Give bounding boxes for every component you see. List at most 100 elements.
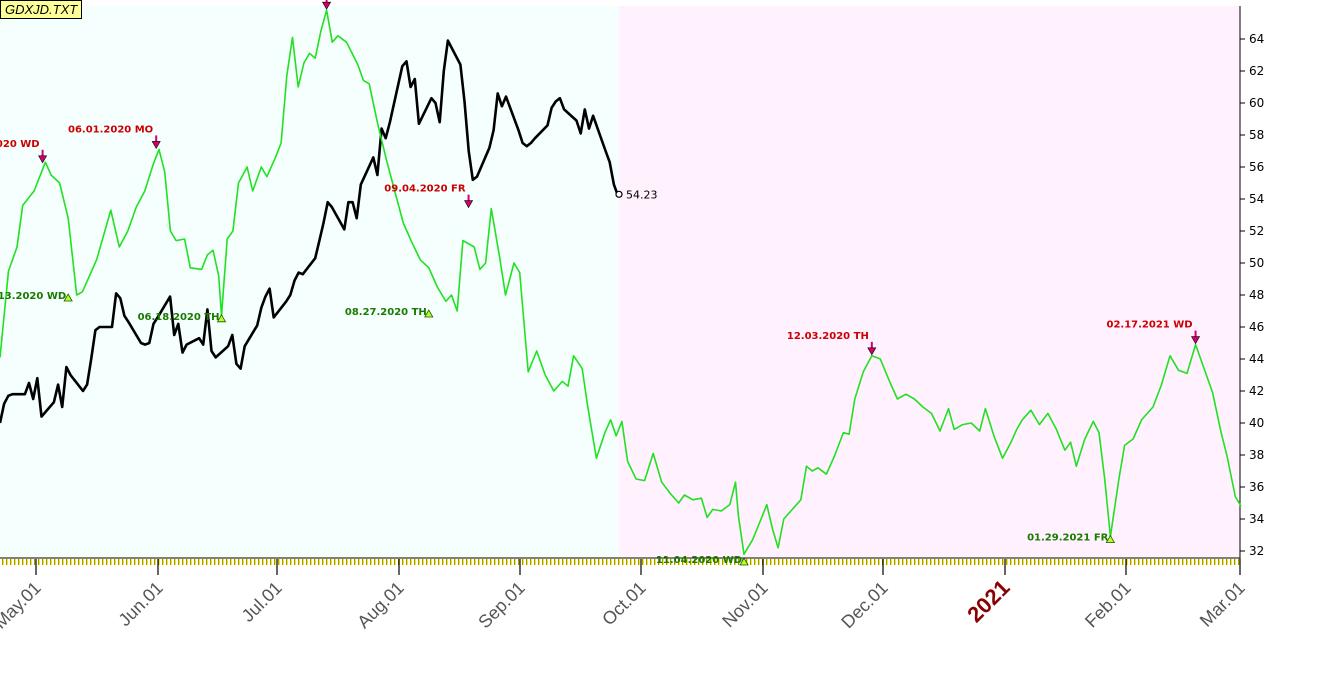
- x-minor-tick: [786, 559, 788, 565]
- x-minor-tick: [1038, 559, 1040, 565]
- x-minor-tick: [342, 559, 344, 565]
- x-minor-tick: [1098, 559, 1100, 565]
- x-minor-tick: [618, 559, 620, 565]
- x-minor-tick: [1142, 559, 1144, 565]
- x-minor-tick: [458, 559, 460, 565]
- x-minor-tick: [734, 559, 736, 565]
- x-minor-tick: [62, 559, 64, 565]
- top-turn-label: 6.2020 WD: [0, 139, 40, 150]
- bottom-turn-label: 11.04.2020 WD: [656, 555, 742, 566]
- x-minor-tick: [682, 559, 684, 565]
- y-tick-label: 56: [1249, 160, 1264, 174]
- x-minor-tick: [562, 559, 564, 565]
- x-minor-tick: [414, 559, 416, 565]
- x-minor-tick: [358, 559, 360, 565]
- x-minor-tick: [1054, 559, 1056, 565]
- x-minor-tick: [822, 559, 824, 565]
- x-minor-tick: [914, 559, 916, 565]
- x-minor-tick: [46, 559, 48, 565]
- x-minor-tick: [30, 559, 32, 565]
- x-minor-tick: [474, 559, 476, 565]
- x-minor-tick: [1082, 559, 1084, 565]
- x-minor-tick: [126, 559, 128, 565]
- x-minor-tick: [202, 559, 204, 565]
- x-minor-tick: [1186, 559, 1188, 565]
- x-minor-tick: [958, 559, 960, 565]
- x-minor-tick: [942, 559, 944, 565]
- x-minor-tick: [1026, 559, 1028, 565]
- x-minor-tick: [802, 559, 804, 565]
- x-minor-tick: [114, 559, 116, 565]
- x-minor-tick: [182, 559, 184, 565]
- x-minor-tick: [798, 559, 800, 565]
- x-minor-tick: [1130, 559, 1132, 565]
- x-minor-tick: [930, 559, 932, 565]
- y-tick-label: 44: [1249, 352, 1264, 366]
- x-minor-tick: [1110, 559, 1112, 565]
- x-minor-tick: [1006, 559, 1008, 565]
- x-minor-tick: [406, 559, 408, 565]
- x-minor-tick: [482, 559, 484, 565]
- x-minor-tick: [834, 559, 836, 565]
- x-minor-tick: [470, 559, 472, 565]
- x-minor-tick: [538, 559, 540, 565]
- x-minor-tick: [1030, 559, 1032, 565]
- x-minor-tick: [674, 559, 676, 565]
- x-minor-tick: [1190, 559, 1192, 565]
- x-minor-tick: [374, 559, 376, 565]
- x-minor-tick: [610, 559, 612, 565]
- top-turn-label: 09.04.2020 FR: [384, 184, 466, 195]
- x-minor-tick: [490, 559, 492, 565]
- x-minor-tick: [1166, 559, 1168, 565]
- x-minor-tick: [6, 559, 8, 565]
- x-minor-tick: [950, 559, 952, 565]
- x-minor-tick: [982, 559, 984, 565]
- x-minor-tick: [698, 559, 700, 565]
- x-minor-tick: [782, 559, 784, 565]
- x-minor-tick: [1238, 559, 1240, 565]
- x-minor-tick: [902, 559, 904, 565]
- x-minor-tick: [198, 559, 200, 565]
- x-minor-tick: [110, 559, 112, 565]
- x-minor-tick: [622, 559, 624, 565]
- top-turn-label: 12.03.2020 TH: [787, 331, 869, 342]
- x-minor-tick: [14, 559, 16, 565]
- bottom-turn-label: 08.27.2020 TH: [345, 307, 427, 318]
- x-minor-tick: [670, 559, 672, 565]
- x-minor-tick: [254, 559, 256, 565]
- x-minor-tick: [1058, 559, 1060, 565]
- x-minor-tick: [122, 559, 124, 565]
- x-minor-tick: [18, 559, 20, 565]
- x-minor-tick: [722, 559, 724, 565]
- x-minor-tick: [1202, 559, 1204, 565]
- x-minor-tick: [542, 559, 544, 565]
- x-minor-tick: [314, 559, 316, 565]
- x-minor-tick: [318, 559, 320, 565]
- x-minor-tick: [58, 559, 60, 565]
- x-minor-tick: [1162, 559, 1164, 565]
- x-minor-tick: [238, 559, 240, 565]
- x-minor-tick: [818, 559, 820, 565]
- x-minor-tick: [1094, 559, 1096, 565]
- x-minor-tick: [694, 559, 696, 565]
- x-minor-tick: [1210, 559, 1212, 565]
- x-minor-tick: [506, 559, 508, 565]
- x-minor-tick: [378, 559, 380, 565]
- x-minor-tick: [426, 559, 428, 565]
- x-minor-tick: [966, 559, 968, 565]
- x-minor-tick: [1022, 559, 1024, 565]
- x-minor-tick: [974, 559, 976, 565]
- x-minor-tick: [82, 559, 84, 565]
- y-tick-label: 50: [1249, 256, 1264, 270]
- x-minor-tick: [854, 559, 856, 565]
- x-minor-tick: [70, 559, 72, 565]
- x-minor-tick: [590, 559, 592, 565]
- x-minor-tick: [366, 559, 368, 565]
- series-layer: 54.23: [0, 9, 1242, 556]
- x-minor-tick: [1134, 559, 1136, 565]
- x-minor-tick: [1018, 559, 1020, 565]
- x-minor-tick: [866, 559, 868, 565]
- bottom-marker-arrow: [1105, 534, 1116, 543]
- x-tick-label: Oct.01: [598, 578, 650, 630]
- x-minor-tick: [230, 559, 232, 565]
